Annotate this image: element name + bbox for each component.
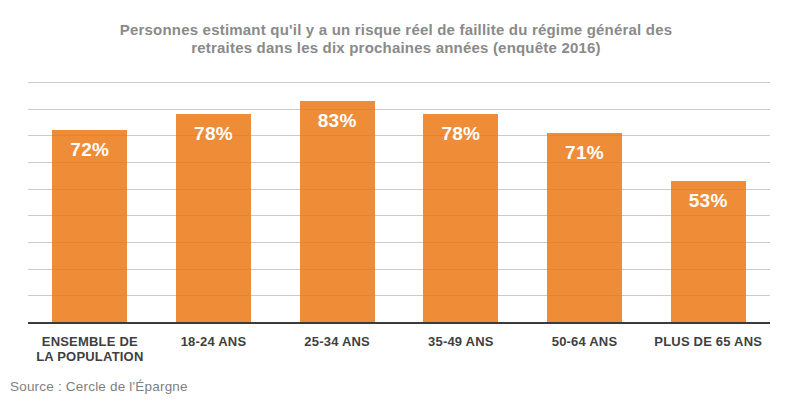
bar-value-label: 53% xyxy=(671,181,746,212)
gridline-overlay xyxy=(28,82,770,83)
bar: 53% xyxy=(671,181,746,322)
bar-value-label: 71% xyxy=(547,133,622,164)
chart-title: Personnes estimant qu'il y a un risque r… xyxy=(66,21,726,57)
bar-slot: 83% xyxy=(275,82,399,322)
bar-slot: 78% xyxy=(399,82,523,322)
x-axis-category-label: 25-34 ANS xyxy=(275,334,399,364)
gridline-overlay xyxy=(28,135,770,136)
bar: 78% xyxy=(423,114,498,322)
x-axis-category-label: PLUS DE 65 ANS xyxy=(646,334,770,364)
source-note: Source : Cercle de l'Épargne xyxy=(10,379,188,394)
x-axis-category-label: 50-64 ANS xyxy=(523,334,647,364)
bar: 83% xyxy=(300,101,375,322)
x-axis-category-label: 35-49 ANS xyxy=(399,334,523,364)
bar-slot: 72% xyxy=(28,82,152,322)
bar: 78% xyxy=(176,114,251,322)
chart-title-line-2: retraites dans les dix prochaines années… xyxy=(191,39,601,56)
bar-slot: 71% xyxy=(523,82,647,322)
x-axis-labels: ENSEMBLE DE LA POPULATION18-24 ANS25-34 … xyxy=(28,334,770,364)
gridline-overlay xyxy=(28,189,770,190)
x-axis-category-label: ENSEMBLE DE LA POPULATION xyxy=(28,334,152,364)
gridline-overlay xyxy=(28,269,770,270)
gridline-overlay xyxy=(28,215,770,216)
gridline-overlay xyxy=(28,162,770,163)
bar-chart-figure: Personnes estimant qu'il y a un risque r… xyxy=(0,0,792,407)
bar: 72% xyxy=(52,130,127,322)
bar-value-label: 78% xyxy=(423,114,498,145)
plot-area: 72% 78% 83% 78% 71% 53% xyxy=(28,82,770,324)
x-axis-category-label: 18-24 ANS xyxy=(152,334,276,364)
bar-slot: 53% xyxy=(646,82,770,322)
bar-series: 72% 78% 83% 78% 71% 53% xyxy=(28,82,770,322)
bar-value-label: 83% xyxy=(300,101,375,132)
chart-title-line-1: Personnes estimant qu'il y a un risque r… xyxy=(120,21,672,38)
gridline-overlay xyxy=(28,242,770,243)
gridline-overlay xyxy=(28,109,770,110)
bar-slot: 78% xyxy=(152,82,276,322)
gridline-overlay xyxy=(28,295,770,296)
bar-value-label: 78% xyxy=(176,114,251,145)
